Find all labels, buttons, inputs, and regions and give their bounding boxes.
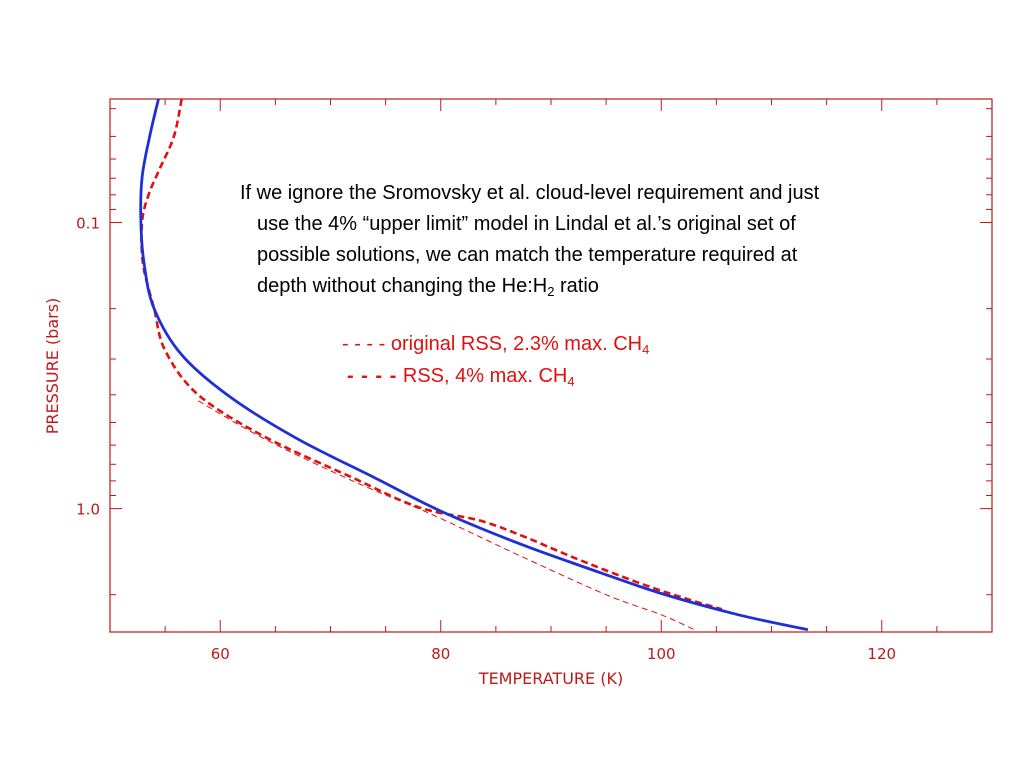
- legend-subscript-rss-4pct: 4: [567, 374, 575, 389]
- series-line-blue-solid: [139, 98, 809, 632]
- annotation-line-4: depth without changing the He:H2 ratio: [240, 271, 1010, 302]
- series-line-red-bold-dashed: [140, 98, 723, 611]
- annotation-line-4-text: depth without changing the He:H: [257, 275, 548, 297]
- series-layer: [139, 98, 809, 632]
- legend-label-original-rss: original RSS, 2.3% max. CH: [390, 333, 643, 355]
- legend-marker-bold-dash: - - - -: [347, 365, 398, 387]
- x-axis-label: TEMPERATURE (K): [478, 669, 623, 688]
- y-tick-label: 0.1: [76, 215, 100, 233]
- legend-marker-thin-dash: - - - -: [342, 333, 386, 355]
- x-tick-label: 60: [211, 645, 230, 663]
- annotation-line-4-subscript: 2: [547, 284, 555, 299]
- legend-label-rss-4pct: RSS, 4% max. CH: [402, 365, 568, 387]
- series-line-red-thin-dashed: [197, 400, 695, 631]
- x-tick-label: 120: [867, 645, 896, 663]
- legend-entry-rss-4pct: - - - - RSS, 4% max. CH4: [347, 365, 575, 388]
- axes: 60 80 100 120 0.1 1.0: [76, 98, 993, 663]
- annotation-line-2: use the 4% “upper limit” model in Lindal…: [257, 213, 796, 235]
- y-axis-label: PRESSURE (bars): [43, 298, 62, 435]
- annotation-text: If we ignore the Sromovsky et al. cloud-…: [240, 178, 1010, 302]
- annotation-line-4-tail: ratio: [554, 275, 599, 297]
- x-tick-label: 80: [431, 645, 450, 663]
- legend-subscript-original-rss: 4: [642, 342, 650, 357]
- annotation-line-3: possible solutions, we can match the tem…: [257, 244, 798, 266]
- x-tick-label: 100: [647, 645, 676, 663]
- annotation-line-1: If we ignore the Sromovsky et al. cloud-…: [240, 182, 820, 204]
- y-tick-label: 1.0: [76, 501, 100, 519]
- legend-entry-original-rss: - - - - original RSS, 2.3% max. CH4: [342, 333, 649, 356]
